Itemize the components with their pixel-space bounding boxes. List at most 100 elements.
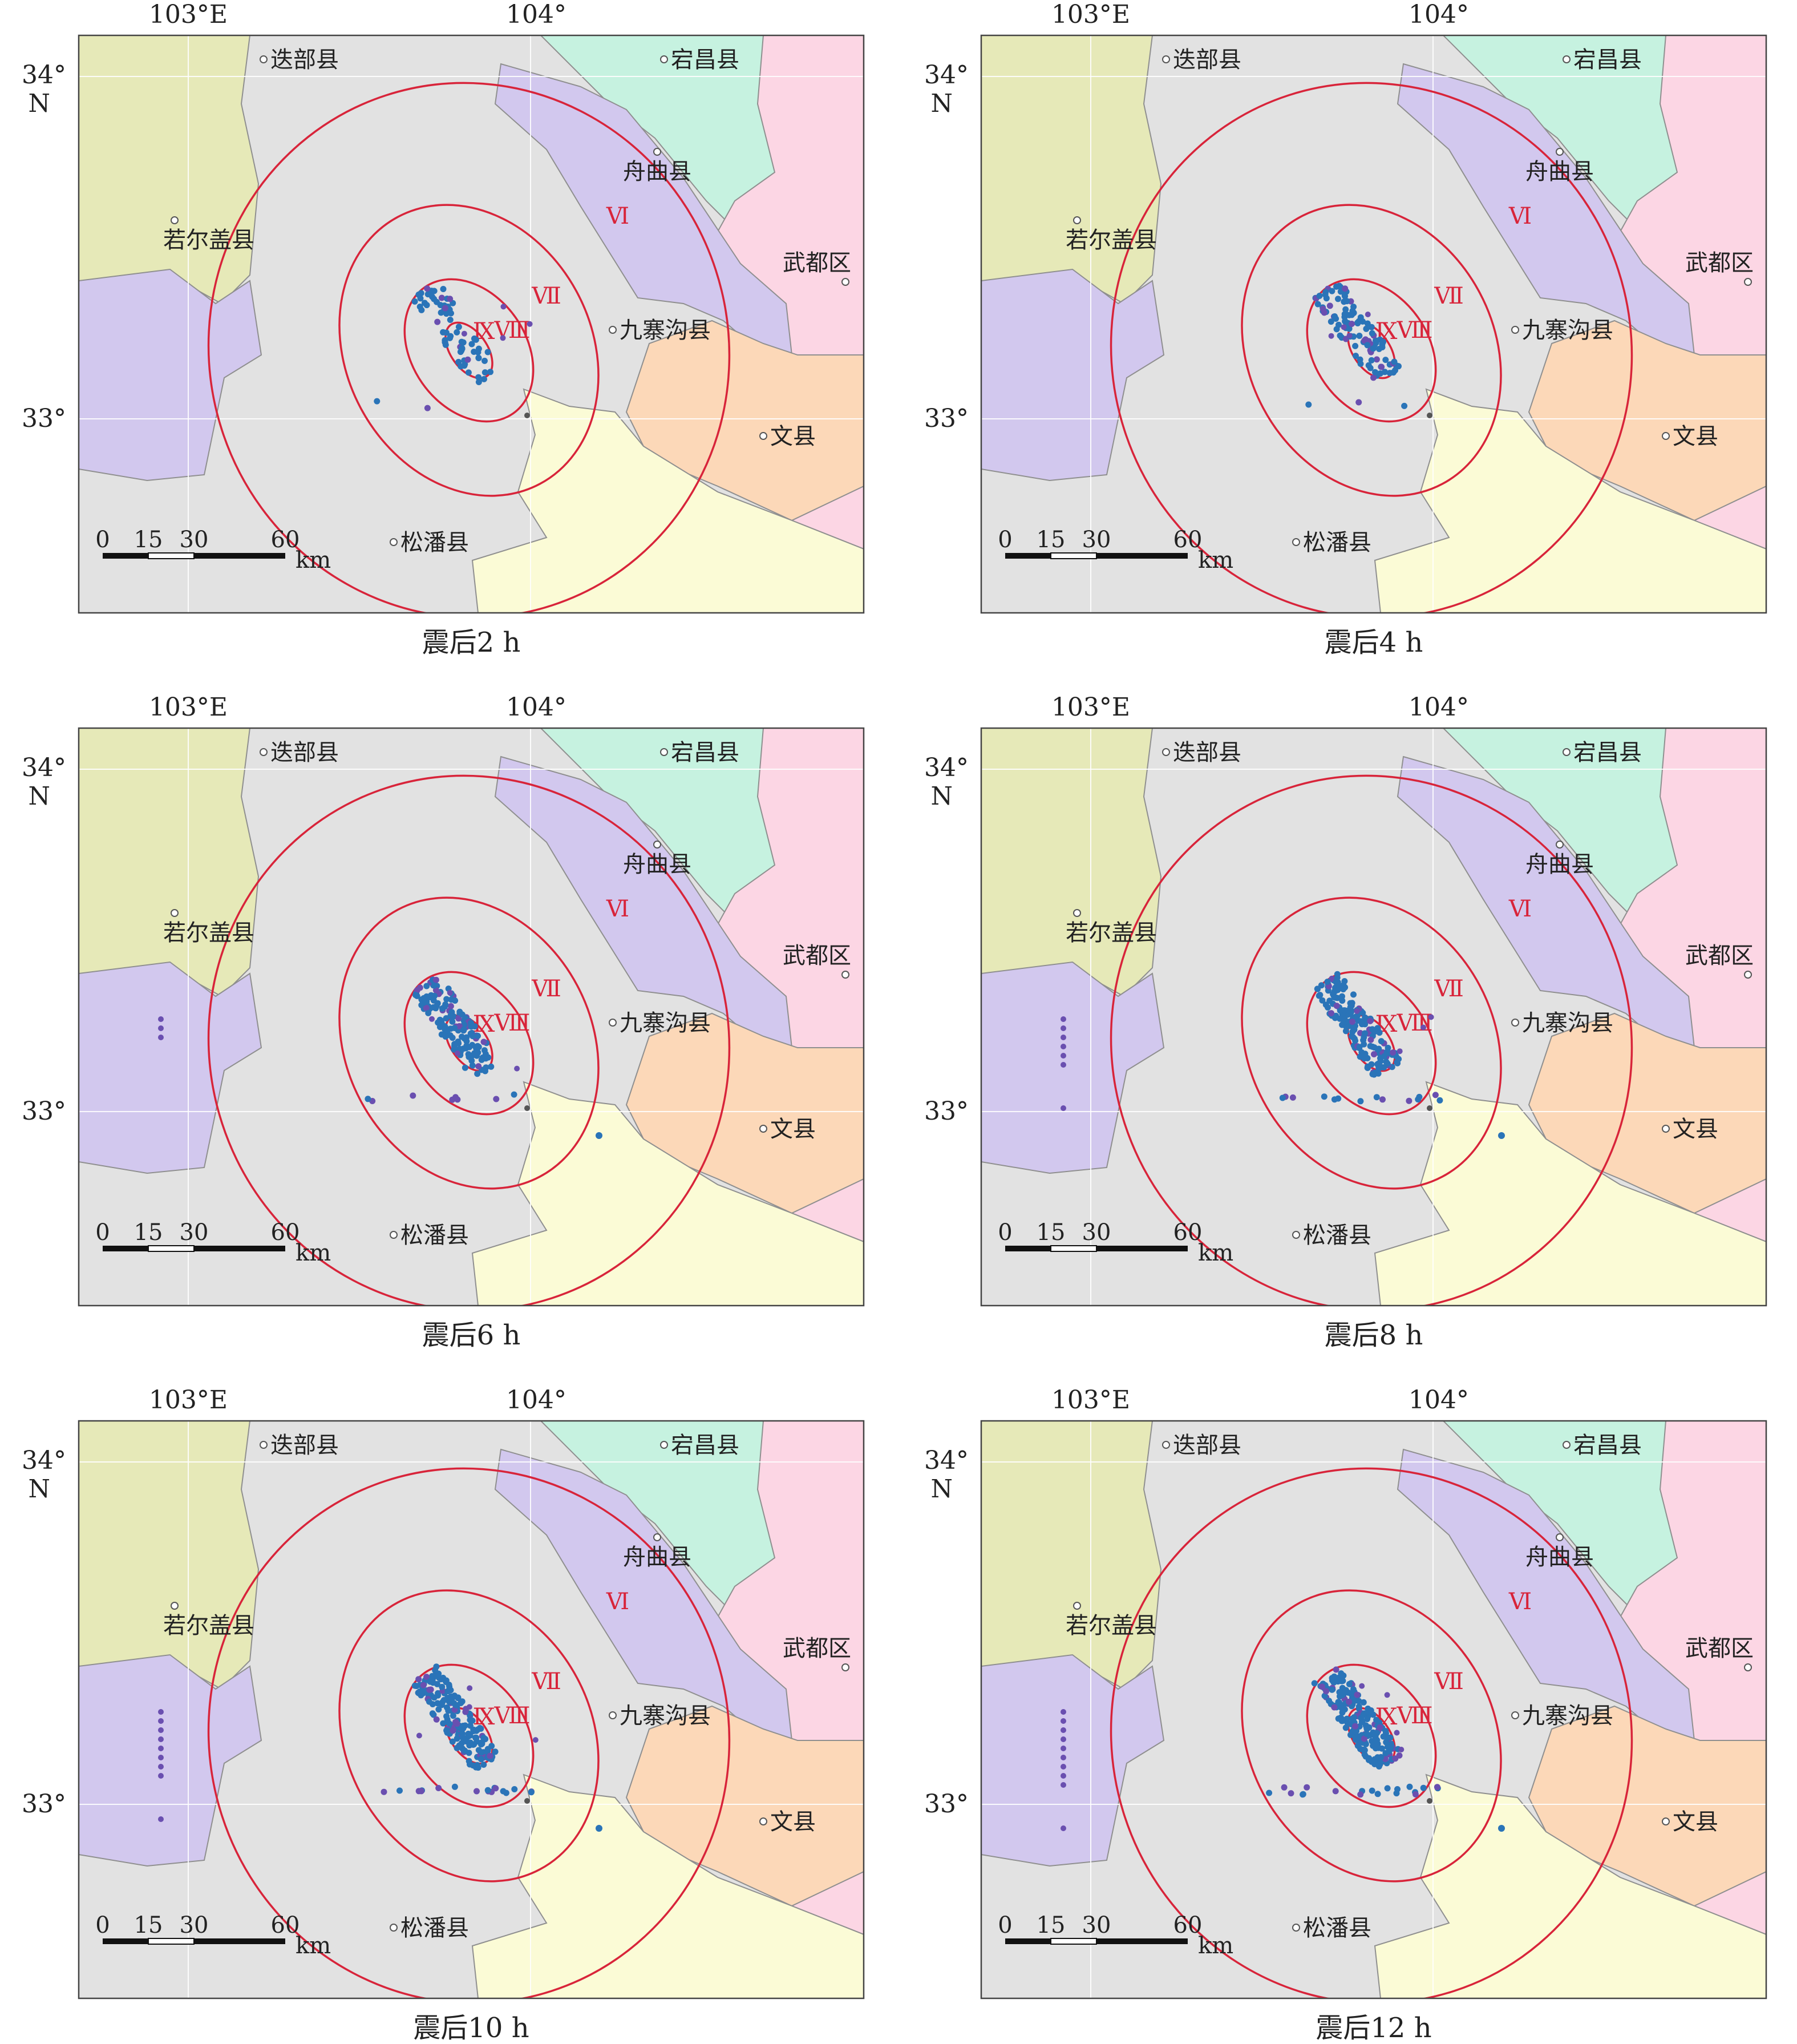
place-label: 舟曲县 (1525, 159, 1594, 185)
intensity-label: Ⅵ (606, 896, 629, 922)
intensity-label: Ⅶ (531, 283, 561, 309)
scale-tick: 60 (271, 1219, 300, 1246)
aftershock (447, 1012, 454, 1019)
aftershock (415, 1788, 422, 1795)
aftershock (416, 304, 423, 310)
aftershock (1357, 356, 1363, 363)
aftershock (1318, 982, 1325, 989)
scale-tick: 60 (271, 527, 300, 553)
aftershock (1355, 1698, 1362, 1704)
place-label: 九寨沟县 (620, 317, 711, 344)
scale-tick: 30 (180, 1912, 209, 1938)
scale-segment (103, 1246, 148, 1251)
place-marker (1563, 1441, 1571, 1449)
aftershock (1338, 1677, 1345, 1684)
aftershock (450, 1727, 456, 1734)
aftershock (470, 1762, 476, 1769)
aftershock (1061, 1825, 1066, 1831)
aftershock (1362, 1014, 1369, 1021)
aftershock (467, 1685, 473, 1691)
aftershock (412, 992, 419, 999)
aftershock (1321, 309, 1327, 316)
aftershock (1354, 1008, 1360, 1014)
aftershock (434, 1700, 441, 1707)
aftershock (1347, 1004, 1354, 1011)
lon-label: 104° (506, 0, 566, 29)
aftershock (1378, 1754, 1385, 1760)
intensity-label: Ⅶ (1434, 283, 1464, 309)
place-marker (1073, 909, 1081, 917)
aftershock (1357, 1791, 1364, 1798)
aftershock (381, 1788, 387, 1795)
scale-unit: km (1198, 547, 1233, 573)
aftershock (1336, 1699, 1343, 1706)
place-marker (1511, 1711, 1519, 1719)
place-marker (1292, 1924, 1300, 1932)
map-frame (980, 1420, 1767, 1999)
aftershock (158, 1709, 164, 1715)
aftershock (1346, 1681, 1353, 1687)
scale-unit: km (1198, 1933, 1233, 1959)
lon-label: 104° (1409, 1385, 1469, 1415)
region-west (79, 1654, 262, 1867)
aftershock (460, 1027, 467, 1034)
region-pingwu (1374, 1081, 1766, 1306)
aftershock (1061, 1782, 1066, 1788)
scale-segment (194, 1938, 285, 1944)
aftershock (1349, 321, 1355, 327)
place-marker (609, 1711, 617, 1719)
aftershock (443, 329, 450, 336)
scale-tick: 0 (95, 527, 110, 553)
aftershock (1361, 1030, 1368, 1037)
aftershock (1329, 1675, 1335, 1682)
aftershock (1383, 1739, 1390, 1746)
scale-tick: 30 (1082, 1912, 1111, 1938)
aftershock (1346, 1698, 1353, 1705)
aftershock (1334, 974, 1341, 981)
place-marker (1563, 55, 1571, 63)
aftershock (455, 324, 462, 330)
aftershock (1371, 1761, 1378, 1767)
aftershock (461, 1738, 468, 1744)
aftershock (1061, 1016, 1066, 1022)
aftershock (374, 398, 381, 405)
scale-segment (194, 553, 285, 559)
aftershock (1356, 333, 1363, 339)
aftershock (493, 1096, 500, 1102)
aftershock (1342, 306, 1349, 313)
aftershock (479, 1739, 485, 1746)
scale-segment (1096, 553, 1188, 559)
place-label: 迭部县 (270, 1432, 339, 1459)
aftershock (1498, 1132, 1505, 1139)
aftershock (1378, 1745, 1385, 1752)
map-frame (78, 34, 865, 614)
aftershock (1363, 1724, 1370, 1731)
place-label: 松潘县 (1303, 530, 1371, 556)
intensity-label: Ⅶ (531, 1669, 561, 1695)
region-pingwu (471, 1081, 864, 1306)
aftershock (1361, 1735, 1367, 1742)
aftershock (454, 1735, 460, 1742)
scale-segment (1050, 1938, 1097, 1945)
scale-tick: 15 (1037, 1912, 1066, 1938)
aftershock (1342, 1724, 1349, 1731)
aftershock (1334, 995, 1341, 1001)
place-label: 武都区 (783, 250, 851, 276)
place-label: 宕昌县 (671, 1432, 739, 1459)
intensity-label: Ⅵ (1508, 203, 1532, 229)
panel-caption: 震后6 h (422, 1319, 521, 1351)
aftershock (1386, 370, 1393, 377)
aftershock (442, 1033, 449, 1040)
scale-segment (103, 553, 148, 559)
aftershock (414, 987, 420, 993)
place-label: 武都区 (783, 943, 851, 969)
aftershock (1326, 1698, 1333, 1704)
place-marker (1744, 278, 1752, 286)
place-marker (653, 841, 661, 849)
aftershock (1358, 1719, 1365, 1726)
aftershock (1321, 1093, 1327, 1100)
aftershock (474, 1726, 481, 1733)
scale-tick: 15 (134, 1912, 163, 1938)
